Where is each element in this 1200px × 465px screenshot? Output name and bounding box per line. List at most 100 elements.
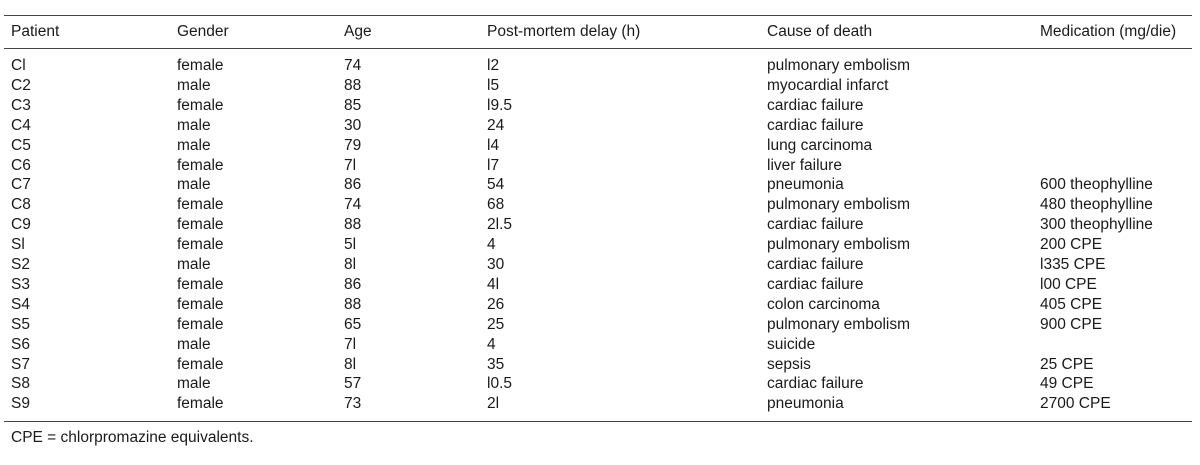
- cell-post-mortem-delay: 35: [487, 355, 505, 373]
- cell-gender: male: [177, 116, 211, 134]
- cell-patient: Sl: [11, 236, 25, 254]
- cell-post-mortem-delay: 26: [487, 295, 505, 313]
- cell-patient: C3: [11, 96, 31, 114]
- cell-age: 8l: [344, 355, 357, 373]
- table-row: S3 female 86 4l cardiac failure l00 CPE: [0, 275, 1200, 295]
- cell-age: 73: [344, 395, 362, 413]
- cell-gender: female: [177, 196, 224, 214]
- table-row: S9 female 73 2l pneumonia 2700 CPE: [0, 394, 1200, 414]
- cell-cause-of-death: cardiac failure: [767, 116, 864, 134]
- table-row: S2 male 8l 30 cardiac failure l335 CPE: [0, 255, 1200, 275]
- cell-cause-of-death: cardiac failure: [767, 216, 864, 234]
- cell-gender: male: [177, 76, 211, 94]
- table-row: Sl female 5l 4 pulmonary embolism 200 CPE: [0, 235, 1200, 255]
- cell-cause-of-death: pulmonary embolism: [767, 236, 910, 254]
- cell-age: 5l: [344, 236, 357, 254]
- cell-gender: female: [177, 315, 224, 333]
- cell-age: 86: [344, 176, 362, 194]
- cell-cause-of-death: cardiac failure: [767, 96, 864, 114]
- cell-medication: l335 CPE: [1040, 256, 1106, 273]
- cell-patient: S8: [11, 375, 30, 393]
- cell-gender: female: [177, 295, 224, 313]
- table-row: S7 female 8l 35 sepsis 25 CPE: [0, 355, 1200, 375]
- cell-medication: 200 CPE: [1040, 236, 1103, 254]
- cell-gender: male: [177, 335, 211, 353]
- cell-gender: male: [177, 375, 211, 393]
- cell-medication: l00 CPE: [1040, 275, 1097, 293]
- cell-post-mortem-delay: 4: [487, 236, 496, 254]
- cell-patient: S9: [11, 395, 30, 413]
- table-row: S8 male 57 l0.5 cardiac failure 49 CPE: [0, 374, 1200, 394]
- cell-cause-of-death: myocardial infarct: [767, 76, 889, 94]
- cell-medication: 405 CPE: [1040, 295, 1103, 313]
- cell-age: 7l: [344, 156, 357, 174]
- table-row: C3 female 85 l9.5 cardiac failure: [0, 96, 1200, 116]
- table-row: C4 male 30 24 cardiac failure: [0, 116, 1200, 136]
- header-patient: Patient: [11, 23, 60, 40]
- table-row: C5 male 79 l4 lung carcinoma: [0, 136, 1200, 156]
- cell-medication: 49 CPE: [1040, 375, 1094, 393]
- cell-gender: female: [177, 355, 224, 373]
- cell-age: 79: [344, 136, 362, 154]
- table-row: C6 female 7l l7 liver failure: [0, 156, 1200, 176]
- cell-patient: S6: [11, 335, 30, 353]
- header-age: Age: [344, 23, 372, 40]
- cell-medication: 25 CPE: [1040, 355, 1094, 373]
- cell-patient: C2: [11, 76, 31, 94]
- cell-cause-of-death: suicide: [767, 335, 816, 353]
- cell-age: 30: [344, 116, 362, 134]
- cell-cause-of-death: cardiac failure: [767, 256, 864, 273]
- table-row: C7 male 86 54 pneumonia 600 theophylline: [0, 175, 1200, 195]
- table-row: S4 female 88 26 colon carcinoma 405 CPE: [0, 295, 1200, 315]
- cell-cause-of-death: colon carcinoma: [767, 295, 880, 313]
- cell-gender: female: [177, 96, 224, 114]
- cell-patient: S2: [11, 256, 30, 273]
- cell-cause-of-death: lung carcinoma: [767, 136, 873, 154]
- table-header-rule: [4, 48, 1192, 49]
- table-row: S5 female 65 25 pulmonary embolism 900 CPE: [0, 315, 1200, 335]
- table-header-row: Patient Gender Age Post-mortem delay (h)…: [0, 21, 1200, 43]
- cell-cause-of-death: pneumonia: [767, 176, 844, 194]
- cell-age: 74: [344, 196, 362, 214]
- cell-cause-of-death: sepsis: [767, 355, 811, 373]
- cell-patient: C6: [11, 156, 31, 174]
- header-post-mortem-delay: Post-mortem delay (h): [487, 23, 641, 40]
- cell-post-mortem-delay: 30: [487, 256, 505, 273]
- cell-age: 8l: [344, 256, 357, 273]
- header-cause-of-death: Cause of death: [767, 23, 873, 40]
- cell-gender: male: [177, 176, 211, 194]
- cell-gender: female: [177, 57, 224, 74]
- cell-patient: S5: [11, 315, 30, 333]
- cell-post-mortem-delay: l9.5: [487, 96, 512, 114]
- cell-post-mortem-delay: 2l.5: [487, 216, 512, 234]
- cell-age: 86: [344, 275, 362, 293]
- cell-gender: male: [177, 256, 211, 273]
- table-bottom-rule: [4, 421, 1192, 422]
- cell-patient: S7: [11, 355, 30, 373]
- cell-post-mortem-delay: 68: [487, 196, 505, 214]
- cell-patient: S3: [11, 275, 30, 293]
- header-gender: Gender: [177, 23, 229, 40]
- cell-cause-of-death: pneumonia: [767, 395, 844, 413]
- cell-medication: 900 CPE: [1040, 315, 1103, 333]
- cell-post-mortem-delay: 4l: [487, 275, 500, 293]
- cell-patient: C5: [11, 136, 31, 154]
- cell-gender: male: [177, 136, 211, 154]
- cell-post-mortem-delay: 25: [487, 315, 505, 333]
- table-row: C9 female 88 2l.5 cardiac failure 300 theophy…: [0, 215, 1200, 235]
- cell-age: 57: [344, 375, 362, 393]
- cell-post-mortem-delay: l4: [487, 136, 500, 154]
- cell-patient: C4: [11, 116, 31, 134]
- cell-cause-of-death: pulmonary embolism: [767, 196, 910, 214]
- cell-medication: 2700 CPE: [1040, 395, 1111, 413]
- cell-patient: C9: [11, 216, 31, 234]
- cell-patient: C8: [11, 196, 31, 214]
- cell-cause-of-death: liver failure: [767, 156, 842, 174]
- cell-post-mortem-delay: l0.5: [487, 375, 512, 393]
- cell-post-mortem-delay: l7: [487, 156, 500, 174]
- cell-post-mortem-delay: l5: [487, 76, 500, 94]
- cell-cause-of-death: cardiac failure: [767, 275, 864, 293]
- cell-gender: female: [177, 156, 224, 174]
- cell-age: 88: [344, 295, 362, 313]
